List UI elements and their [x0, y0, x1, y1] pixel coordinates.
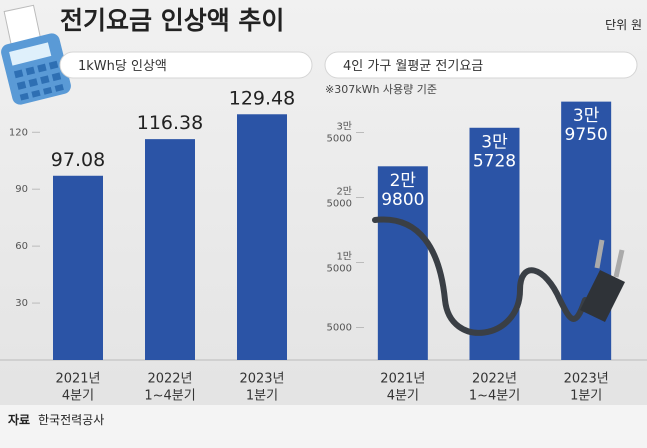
x-tick-label: 2023년 1분기 [564, 371, 609, 403]
chart-title: 4인 가구 월평균 전기요금 [343, 59, 483, 74]
header-pill [59, 51, 313, 79]
y-tick-label: 1만 5000 [327, 251, 352, 275]
y-tick-label: 120 [9, 127, 28, 138]
plug-decoration [372, 216, 625, 336]
header-pill [324, 51, 638, 79]
data-label: 97.08 [51, 148, 105, 170]
y-tick-label: 60 [15, 241, 28, 252]
bar [377, 166, 428, 360]
data-label: 116.38 [137, 112, 203, 134]
bar [53, 175, 103, 360]
x-tick-label: 2022년 1~4분기 [469, 371, 520, 403]
x-tick-label: 2021년 4분기 [55, 371, 100, 403]
data-label: 2만 9800 [381, 171, 424, 210]
y-tick-label: 3만 5000 [327, 121, 352, 145]
x-tick-label: 2023년 1분기 [239, 371, 284, 403]
footer-band [0, 405, 647, 448]
source: 한국전력공사 [38, 413, 104, 427]
data-label: 129.48 [229, 87, 295, 109]
bar [145, 139, 195, 360]
data-label: 3만 5728 [473, 132, 516, 171]
y-tick-label: 2만 5000 [327, 186, 352, 210]
chart-subtitle: ※307kWh 사용량 기준 [325, 83, 437, 96]
unit: 단위 원 [605, 18, 642, 32]
data-label: 3만 9750 [565, 106, 608, 145]
bar [237, 114, 287, 360]
y-tick-label: 5000 [327, 323, 352, 334]
source-label: 자료 [8, 412, 30, 427]
title: 전기요금 인상액 추이 [60, 6, 284, 35]
x-tick-label: 2021년 4분기 [380, 371, 425, 403]
y-tick-label: 30 [15, 298, 28, 309]
y-tick-label: 90 [15, 184, 28, 195]
calculator-icon [1, 4, 71, 105]
chart-title: 1kWh당 인상액 [78, 59, 167, 74]
x-tick-label: 2022년 1~4분기 [144, 371, 195, 403]
